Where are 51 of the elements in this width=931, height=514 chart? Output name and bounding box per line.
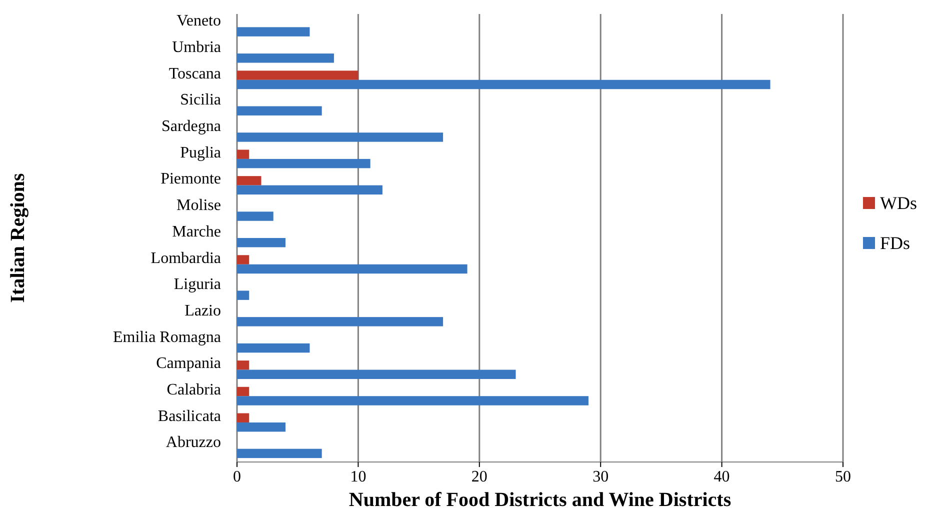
- y-tick-label: Lazio: [184, 302, 221, 320]
- bar: [237, 106, 322, 116]
- y-tick-label: Molise: [176, 197, 221, 214]
- bar: [237, 448, 322, 458]
- bar: [237, 317, 444, 326]
- bar: [237, 264, 468, 274]
- bar: [237, 70, 358, 80]
- bar: [237, 360, 250, 370]
- y-tick-label: Sardegna: [161, 118, 221, 135]
- x-tick-label: 50: [835, 468, 851, 486]
- bar: [237, 255, 250, 264]
- y-tick-label: Calabria: [166, 382, 221, 399]
- bar: [237, 290, 250, 300]
- bar: [237, 422, 286, 432]
- y-tick-label: Lombardia: [150, 250, 221, 267]
- bar: [237, 396, 588, 406]
- bar: [237, 158, 370, 168]
- bar: [237, 370, 516, 379]
- bar: [237, 386, 250, 396]
- y-tick-label: Toscana: [168, 65, 221, 82]
- y-tick-label: Puglia: [180, 144, 221, 162]
- bar: [237, 27, 310, 36]
- y-tick-label: Sicilia: [180, 92, 221, 109]
- y-tick-label: Basilicata: [158, 408, 221, 425]
- y-tick-label: Piemonte: [160, 170, 221, 188]
- bar: [237, 132, 444, 142]
- legend-label: WDs: [880, 193, 917, 213]
- bar: [237, 343, 310, 353]
- y-tick-label: Abruzzo: [166, 434, 221, 452]
- y-axis-title: Italian Regions: [7, 173, 29, 303]
- y-tick-label: Liguria: [174, 276, 221, 294]
- bar: [237, 212, 274, 221]
- x-tick-label: 10: [350, 468, 366, 486]
- bar: [237, 150, 250, 159]
- bar: [237, 80, 770, 90]
- bar: [237, 54, 334, 63]
- y-tick-label: Veneto: [176, 12, 221, 30]
- x-tick-label: 20: [471, 468, 488, 486]
- x-tick-label: 0: [233, 468, 241, 486]
- y-tick-label: Umbria: [172, 38, 221, 56]
- x-tick-label: 30: [592, 468, 609, 486]
- bar: [237, 238, 286, 248]
- x-tick-label: 40: [714, 468, 730, 486]
- legend-label: FDs: [880, 233, 910, 253]
- x-axis-title: Number of Food Districts and Wine Districts: [348, 489, 732, 511]
- y-tick-label: Campania: [156, 355, 221, 372]
- bar: [237, 176, 262, 186]
- bar: [237, 185, 382, 195]
- y-tick-label: Emilia Romagna: [113, 328, 221, 346]
- y-tick-label: Marche: [172, 223, 221, 240]
- bar: [237, 413, 250, 422]
